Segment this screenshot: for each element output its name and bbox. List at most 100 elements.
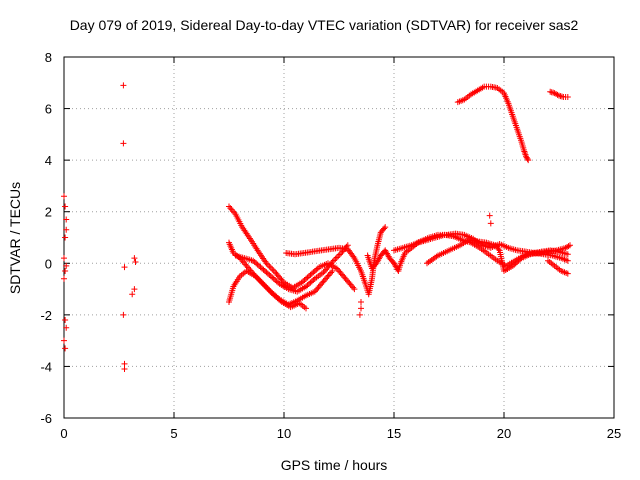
data-point (62, 317, 69, 324)
data-point (325, 263, 332, 270)
data-point (269, 266, 276, 273)
data-point (311, 288, 318, 295)
data-point (228, 206, 235, 213)
data-point (310, 277, 317, 284)
data-point (341, 274, 348, 281)
y-tick-label: -4 (40, 359, 52, 374)
data-point (313, 266, 320, 273)
data-point (308, 278, 315, 285)
data-point (342, 275, 349, 282)
data-point (131, 255, 138, 262)
data-point (323, 266, 330, 273)
data-point (335, 252, 342, 259)
y-tick-label: 0 (45, 256, 52, 271)
data-point (554, 91, 561, 98)
data-point (326, 270, 333, 277)
data-point (132, 258, 139, 265)
data-point (270, 275, 277, 282)
data-point (269, 274, 276, 281)
data-point (337, 269, 344, 276)
data-point (358, 305, 364, 312)
data-point (227, 205, 234, 212)
data-point (358, 298, 364, 305)
data-point (271, 292, 278, 299)
data-point (512, 260, 519, 267)
data-point (323, 275, 330, 282)
data-point (303, 305, 309, 312)
data-point (277, 297, 284, 304)
data-point (303, 283, 309, 290)
data-point (310, 269, 317, 276)
data-point (61, 193, 67, 200)
data-point (347, 281, 354, 288)
data-point (272, 293, 279, 300)
data-point (486, 212, 493, 219)
y-tick-label: 4 (45, 153, 52, 168)
data-point (351, 286, 358, 293)
data-point (525, 157, 532, 164)
data-point (256, 262, 263, 269)
x-tick-label: 20 (497, 426, 511, 441)
data-point (345, 278, 352, 285)
data-point (263, 269, 270, 276)
data-point (304, 282, 311, 289)
data-point (304, 274, 311, 281)
data-point (307, 271, 314, 278)
data-point (298, 279, 305, 286)
data-point (250, 257, 257, 264)
data-point (321, 267, 328, 274)
plot-frame (63, 56, 615, 419)
data-point (257, 264, 264, 271)
data-point (328, 260, 335, 267)
data-point (319, 279, 326, 286)
data-point (229, 208, 236, 215)
data-point (314, 285, 321, 292)
data-point (333, 265, 340, 272)
data-point (63, 324, 70, 331)
data-point (332, 255, 339, 262)
data-point (321, 276, 328, 283)
x-tick-label: 15 (387, 426, 401, 441)
data-point (346, 280, 353, 287)
data-point (564, 257, 571, 264)
data-point (129, 291, 136, 298)
data-point (270, 267, 277, 274)
data-point (340, 272, 347, 279)
data-point (251, 258, 258, 265)
data-point (514, 258, 521, 265)
data-point (517, 256, 524, 263)
data-point (259, 265, 265, 272)
data-point (62, 268, 69, 275)
data-point (277, 275, 284, 282)
data-point (254, 261, 261, 268)
data-point (266, 271, 273, 278)
y-axis-label: SDTVAR / TECUs (7, 182, 23, 294)
data-point (61, 255, 67, 262)
data-point (61, 275, 67, 282)
data-point (301, 277, 308, 284)
data-point (326, 261, 333, 268)
data-point (275, 273, 282, 280)
data-point (335, 266, 342, 273)
data-point (564, 93, 571, 100)
data-point (121, 366, 128, 373)
data-point (270, 291, 276, 298)
data-point (564, 251, 571, 258)
data-point (381, 225, 388, 232)
data-point (278, 276, 285, 283)
axis-ticks (63, 56, 615, 419)
data-point (515, 257, 522, 264)
data-point (356, 311, 363, 318)
gridlines (64, 57, 614, 418)
data-point (325, 272, 332, 279)
data-point (226, 203, 232, 210)
data-point (264, 270, 271, 277)
data-point (120, 140, 127, 147)
data-point (63, 262, 70, 269)
data-point (61, 337, 67, 344)
data-point (324, 273, 331, 280)
data-point (350, 284, 357, 291)
data-point (348, 283, 355, 290)
x-tick-label: 5 (170, 426, 177, 441)
data-point (131, 286, 138, 293)
